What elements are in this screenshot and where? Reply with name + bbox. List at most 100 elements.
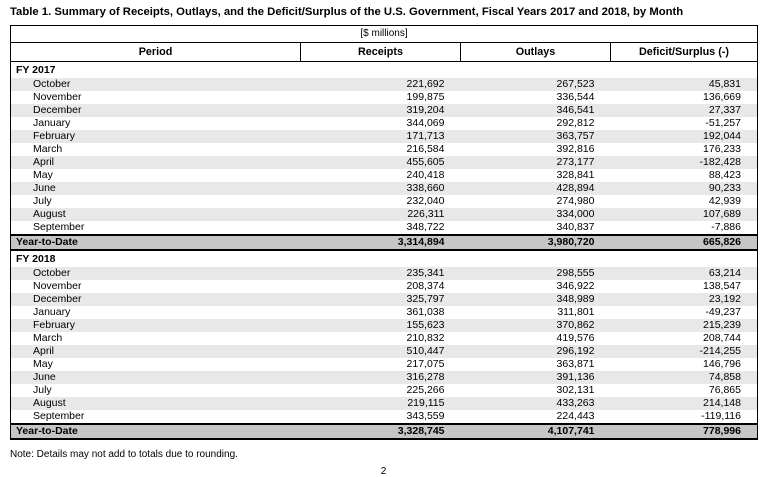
receipts-cell: 208,374: [406, 280, 445, 292]
outlays-cell: 370,862: [460, 319, 611, 332]
period-cell: January: [33, 306, 71, 318]
outlays-cell: 334,000: [460, 208, 611, 221]
outlays-cell: 348,989: [460, 293, 611, 306]
deficit-surplus-cell: -214,255: [610, 345, 758, 358]
outlays-cell: 363,757: [460, 130, 611, 143]
receipts-cell: 361,038: [406, 306, 445, 318]
period-cell: July: [33, 195, 52, 207]
receipts-cell: 455,605: [300, 156, 461, 169]
deficit-surplus-cell: 88,423: [708, 169, 741, 181]
receipts-cell: 235,341: [300, 267, 461, 280]
deficit-surplus-cell: 76,865: [708, 384, 741, 396]
outlays-cell: 391,136: [460, 371, 611, 384]
outlays-cell: 267,523: [460, 78, 611, 91]
receipts-cell: 344,069: [406, 117, 445, 129]
period-cell: October: [10, 78, 301, 91]
receipts-cell: 343,559: [406, 410, 445, 422]
fiscal-year-row: FY 2018: [10, 250, 758, 267]
column-header-deficit-surplus: Deficit/Surplus (-): [610, 42, 758, 62]
deficit-surplus-cell: 23,192: [610, 293, 758, 306]
outlays-cell: 346,922: [556, 280, 595, 292]
month-row: January 361,038 311,801 -49,237: [11, 306, 758, 319]
outlays-cell: 433,263: [460, 397, 611, 410]
deficit-surplus-cell: 45,831: [610, 78, 758, 91]
deficit-surplus-cell: -7,886: [711, 221, 741, 233]
period-cell: November: [33, 91, 82, 103]
receipts-cell: 225,266: [406, 384, 445, 396]
outlays-cell: 428,894: [460, 182, 611, 195]
year-to-date-row: Year-to-Date 3,328,745 4,107,741 778,996: [10, 423, 758, 440]
receipts-cell: 217,075: [406, 358, 445, 370]
outlays-cell: 363,871: [556, 358, 595, 370]
month-row: August 219,115 433,263 214,148: [10, 397, 758, 410]
period-cell: July: [33, 384, 52, 396]
fiscal-year-row: FY 2017: [10, 61, 758, 78]
month-row: November 199,875 336,544 136,669: [11, 91, 758, 104]
month-row: May 240,418 328,841 88,423: [11, 169, 758, 182]
receipts-cell: 3,328,745: [300, 423, 461, 440]
month-row: June 316,278 391,136 74,858: [10, 371, 758, 384]
month-row: June 338,660 428,894 90,233: [10, 182, 758, 195]
table-head: [$ millions] Period Receipts Outlays Def…: [10, 25, 758, 62]
deficit-surplus-cell: -49,237: [705, 306, 741, 318]
outlays-cell: 4,107,741: [460, 423, 611, 440]
period-cell: Year-to-Date: [10, 234, 301, 251]
month-row: December 319,204 346,541 27,337: [10, 104, 758, 117]
deficit-surplus-cell: 778,996: [610, 423, 758, 440]
deficit-surplus-cell: 215,239: [610, 319, 758, 332]
deficit-surplus-cell: 192,044: [610, 130, 758, 143]
period-cell: September: [33, 221, 85, 233]
month-row: September 348,722 340,837 -7,886: [11, 221, 758, 235]
outlays-cell: 392,816: [556, 143, 595, 155]
deficit-surplus-cell: -119,116: [701, 410, 741, 422]
column-header-row: Period Receipts Outlays Deficit/Surplus …: [10, 42, 758, 62]
deficit-surplus-cell: 176,233: [703, 143, 741, 155]
column-header-period: Period: [10, 42, 301, 62]
outlays-cell: 346,541: [460, 104, 611, 117]
period-cell: February: [10, 130, 301, 143]
receipts-cell: 319,204: [300, 104, 461, 117]
fiscal-year-label: FY 2017: [10, 61, 758, 78]
month-row: July 232,040 274,980 42,939: [11, 195, 758, 208]
page-number: 2: [380, 466, 387, 477]
table-body: FY 2017 October 221,692 267,523 45,831 Novemb…: [10, 61, 758, 440]
deficit-surplus-cell: 90,233: [610, 182, 758, 195]
column-header-receipts: Receipts: [300, 42, 461, 62]
outlays-cell: 224,443: [556, 410, 595, 422]
period-cell: September: [33, 410, 85, 422]
receipts-cell: 348,722: [406, 221, 445, 233]
period-cell: June: [10, 182, 301, 195]
deficit-surplus-cell: 214,148: [610, 397, 758, 410]
receipts-cell: 155,623: [300, 319, 461, 332]
receipts-cell: 510,447: [300, 345, 461, 358]
period-cell: August: [10, 208, 301, 221]
outlays-cell: 340,837: [556, 221, 595, 233]
deficit-surplus-cell: 146,796: [703, 358, 741, 370]
outlays-cell: 311,801: [557, 306, 595, 318]
month-row: February 155,623 370,862 215,239: [10, 319, 758, 332]
receipts-cell: 219,115: [300, 397, 461, 410]
deficit-surplus-cell: 74,858: [610, 371, 758, 384]
month-row: February 171,713 363,757 192,044: [10, 130, 758, 143]
receipts-cell: 226,311: [300, 208, 461, 221]
deficit-surplus-cell: -182,428: [610, 156, 758, 169]
month-row: October 221,692 267,523 45,831: [10, 78, 758, 91]
period-cell: January: [33, 117, 71, 129]
month-row: November 208,374 346,922 138,547: [11, 280, 758, 293]
deficit-surplus-cell: 138,547: [703, 280, 741, 292]
month-row: April 455,605 273,177 -182,428: [10, 156, 758, 169]
month-row: April 510,447 296,192 -214,255: [10, 345, 758, 358]
period-cell: December: [10, 104, 301, 117]
deficit-surplus-cell: 27,337: [610, 104, 758, 117]
receipts-cell: 171,713: [300, 130, 461, 143]
deficit-surplus-cell: 63,214: [610, 267, 758, 280]
period-cell: December: [10, 293, 301, 306]
period-cell: August: [10, 397, 301, 410]
fiscal-year-label: FY 2018: [10, 250, 758, 267]
period-cell: June: [10, 371, 301, 384]
month-row: December 325,797 348,989 23,192: [10, 293, 758, 306]
deficit-surplus-cell: 42,939: [708, 195, 741, 207]
outlays-cell: 328,841: [556, 169, 595, 181]
column-header-outlays: Outlays: [460, 42, 611, 62]
